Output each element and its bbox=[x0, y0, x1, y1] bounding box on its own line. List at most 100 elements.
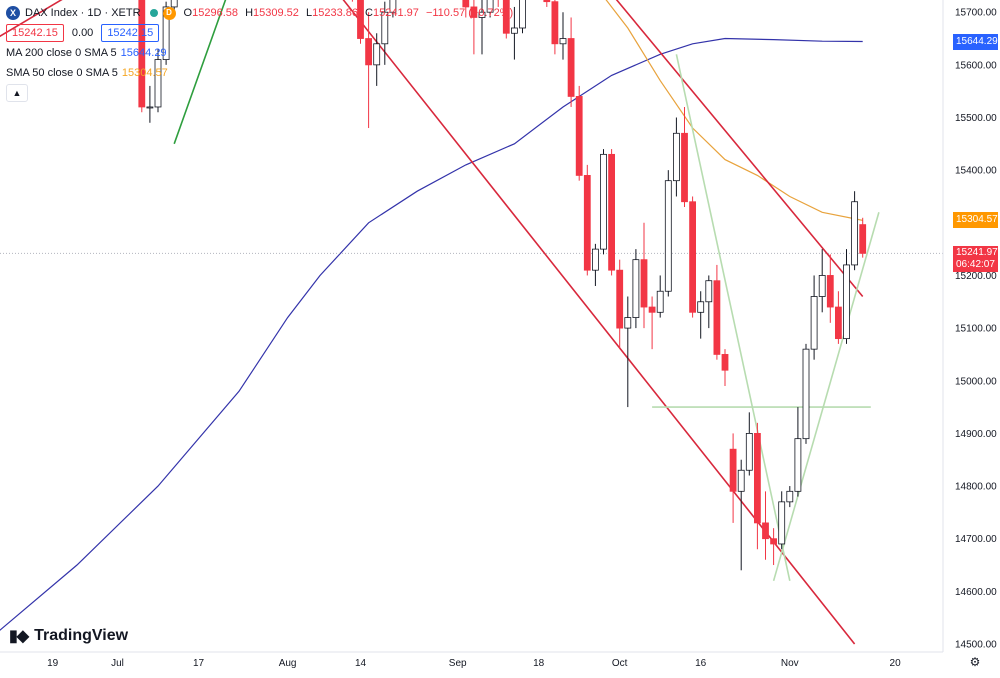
market-open-icon bbox=[149, 9, 158, 17]
x-tick-label: Oct bbox=[612, 658, 628, 669]
candle-body bbox=[616, 269, 624, 329]
candle bbox=[478, 0, 486, 55]
candle-body bbox=[794, 438, 802, 492]
y-tick-label: 14500.00 bbox=[955, 640, 997, 651]
candle-body bbox=[592, 248, 599, 271]
ma200-tag-value: 15644.29 bbox=[956, 35, 998, 47]
candle-body bbox=[826, 275, 834, 308]
candle-body bbox=[681, 132, 688, 203]
candle bbox=[365, 12, 373, 129]
chevron-up-icon[interactable]: ▲ bbox=[6, 84, 28, 102]
candle bbox=[583, 164, 591, 276]
candle bbox=[351, 0, 353, 2]
low-value: 15233.86 bbox=[312, 7, 358, 19]
change-value: −110.57 (−0.72%) bbox=[425, 7, 514, 19]
candle-body bbox=[713, 280, 721, 355]
candle bbox=[835, 291, 842, 344]
candle bbox=[859, 217, 867, 258]
candle bbox=[616, 259, 624, 350]
ma200-label: MA 200 close 0 SMA 5 bbox=[6, 47, 117, 59]
y-tick-label: 14900.00 bbox=[955, 429, 997, 440]
candle bbox=[138, 0, 146, 113]
trendline-lightgreen bbox=[772, 212, 880, 582]
y-tick-label: 14700.00 bbox=[955, 534, 997, 545]
candle bbox=[608, 149, 615, 276]
candle-body bbox=[543, 0, 551, 3]
symbol-title[interactable]: DAX Index · 1D · XETR bbox=[25, 7, 141, 19]
candle-body bbox=[154, 59, 162, 108]
candle-body bbox=[486, 0, 494, 13]
indicator-lines bbox=[0, 0, 943, 631]
sma50-legend[interactable]: SMA 50 close 0 SMA 5 15304.57 bbox=[6, 63, 517, 83]
buy-button[interactable]: 15242.15 bbox=[101, 24, 160, 42]
candle bbox=[559, 12, 567, 60]
sell-button[interactable]: 15242.15 bbox=[6, 24, 64, 42]
candle-body bbox=[802, 348, 810, 440]
candle-body bbox=[170, 0, 178, 8]
candle-body bbox=[656, 290, 664, 313]
delayed-data-badge: D bbox=[162, 6, 176, 20]
close-value: 15241.97 bbox=[373, 7, 419, 19]
candle bbox=[737, 459, 745, 571]
candle-body bbox=[365, 38, 373, 66]
spread-value: 0.00 bbox=[71, 27, 94, 39]
candle bbox=[543, 0, 551, 7]
candle-body bbox=[786, 490, 794, 503]
brand-name: TradingView bbox=[34, 627, 129, 644]
candle-body bbox=[673, 132, 680, 182]
candle bbox=[745, 412, 753, 476]
ma200-legend[interactable]: MA 200 close 0 SMA 5 15644.29 bbox=[6, 43, 517, 63]
candle-body bbox=[689, 201, 696, 313]
low-label: L bbox=[305, 7, 313, 19]
candle bbox=[640, 222, 648, 329]
x-tick-label: 16 bbox=[695, 658, 707, 669]
candle bbox=[794, 407, 802, 497]
candle-body bbox=[357, 0, 364, 39]
candle-body bbox=[737, 469, 745, 492]
candle-body bbox=[851, 201, 858, 266]
y-tick-label: 14800.00 bbox=[955, 482, 997, 493]
candle bbox=[681, 106, 688, 208]
candle-body bbox=[462, 0, 470, 8]
bar-countdown: 06:42:07 bbox=[956, 259, 995, 271]
tradingview-logo-icon: ▮◆ bbox=[9, 628, 29, 645]
candle-body bbox=[559, 38, 567, 45]
gear-icon[interactable]: ⚙ bbox=[969, 655, 981, 669]
candle-body bbox=[721, 354, 729, 371]
candle-body bbox=[373, 43, 381, 66]
candle bbox=[729, 433, 737, 523]
x-tick-label: Nov bbox=[781, 658, 799, 669]
trendline-green bbox=[173, 0, 227, 145]
y-tick-label: 14600.00 bbox=[955, 587, 997, 598]
tradingview-logo[interactable]: ▮◆ TradingView bbox=[9, 626, 128, 646]
candle bbox=[567, 17, 575, 107]
sma50-label: SMA 50 close 0 SMA 5 bbox=[6, 67, 118, 79]
last-price-tag: 15241.97 06:42:07 bbox=[953, 246, 998, 273]
candle bbox=[810, 275, 818, 360]
candle-body bbox=[648, 306, 656, 313]
candle-body bbox=[502, 0, 510, 34]
candle bbox=[510, 6, 518, 60]
candle bbox=[170, 0, 178, 13]
candle-body bbox=[697, 301, 705, 313]
candle-body bbox=[583, 175, 591, 271]
y-tick-label: 15400.00 bbox=[955, 166, 997, 177]
candle-body bbox=[632, 259, 640, 318]
candle-body bbox=[754, 432, 761, 524]
candle bbox=[381, 1, 389, 65]
candle-body bbox=[519, 0, 526, 29]
x-tick-label: 19 bbox=[47, 658, 59, 669]
candle bbox=[632, 249, 640, 329]
y-tick-label: 15100.00 bbox=[955, 324, 997, 335]
last-price-value: 15241.97 bbox=[956, 247, 998, 259]
candle-body bbox=[470, 6, 478, 18]
sma50-line bbox=[605, 0, 863, 221]
x-tick-label: 17 bbox=[193, 658, 205, 669]
symbol-logo-icon[interactable]: X bbox=[6, 6, 20, 20]
candle bbox=[754, 422, 761, 550]
candle-body bbox=[478, 11, 486, 18]
candle-body bbox=[729, 448, 737, 492]
y-tick-label: 15500.00 bbox=[955, 113, 997, 124]
